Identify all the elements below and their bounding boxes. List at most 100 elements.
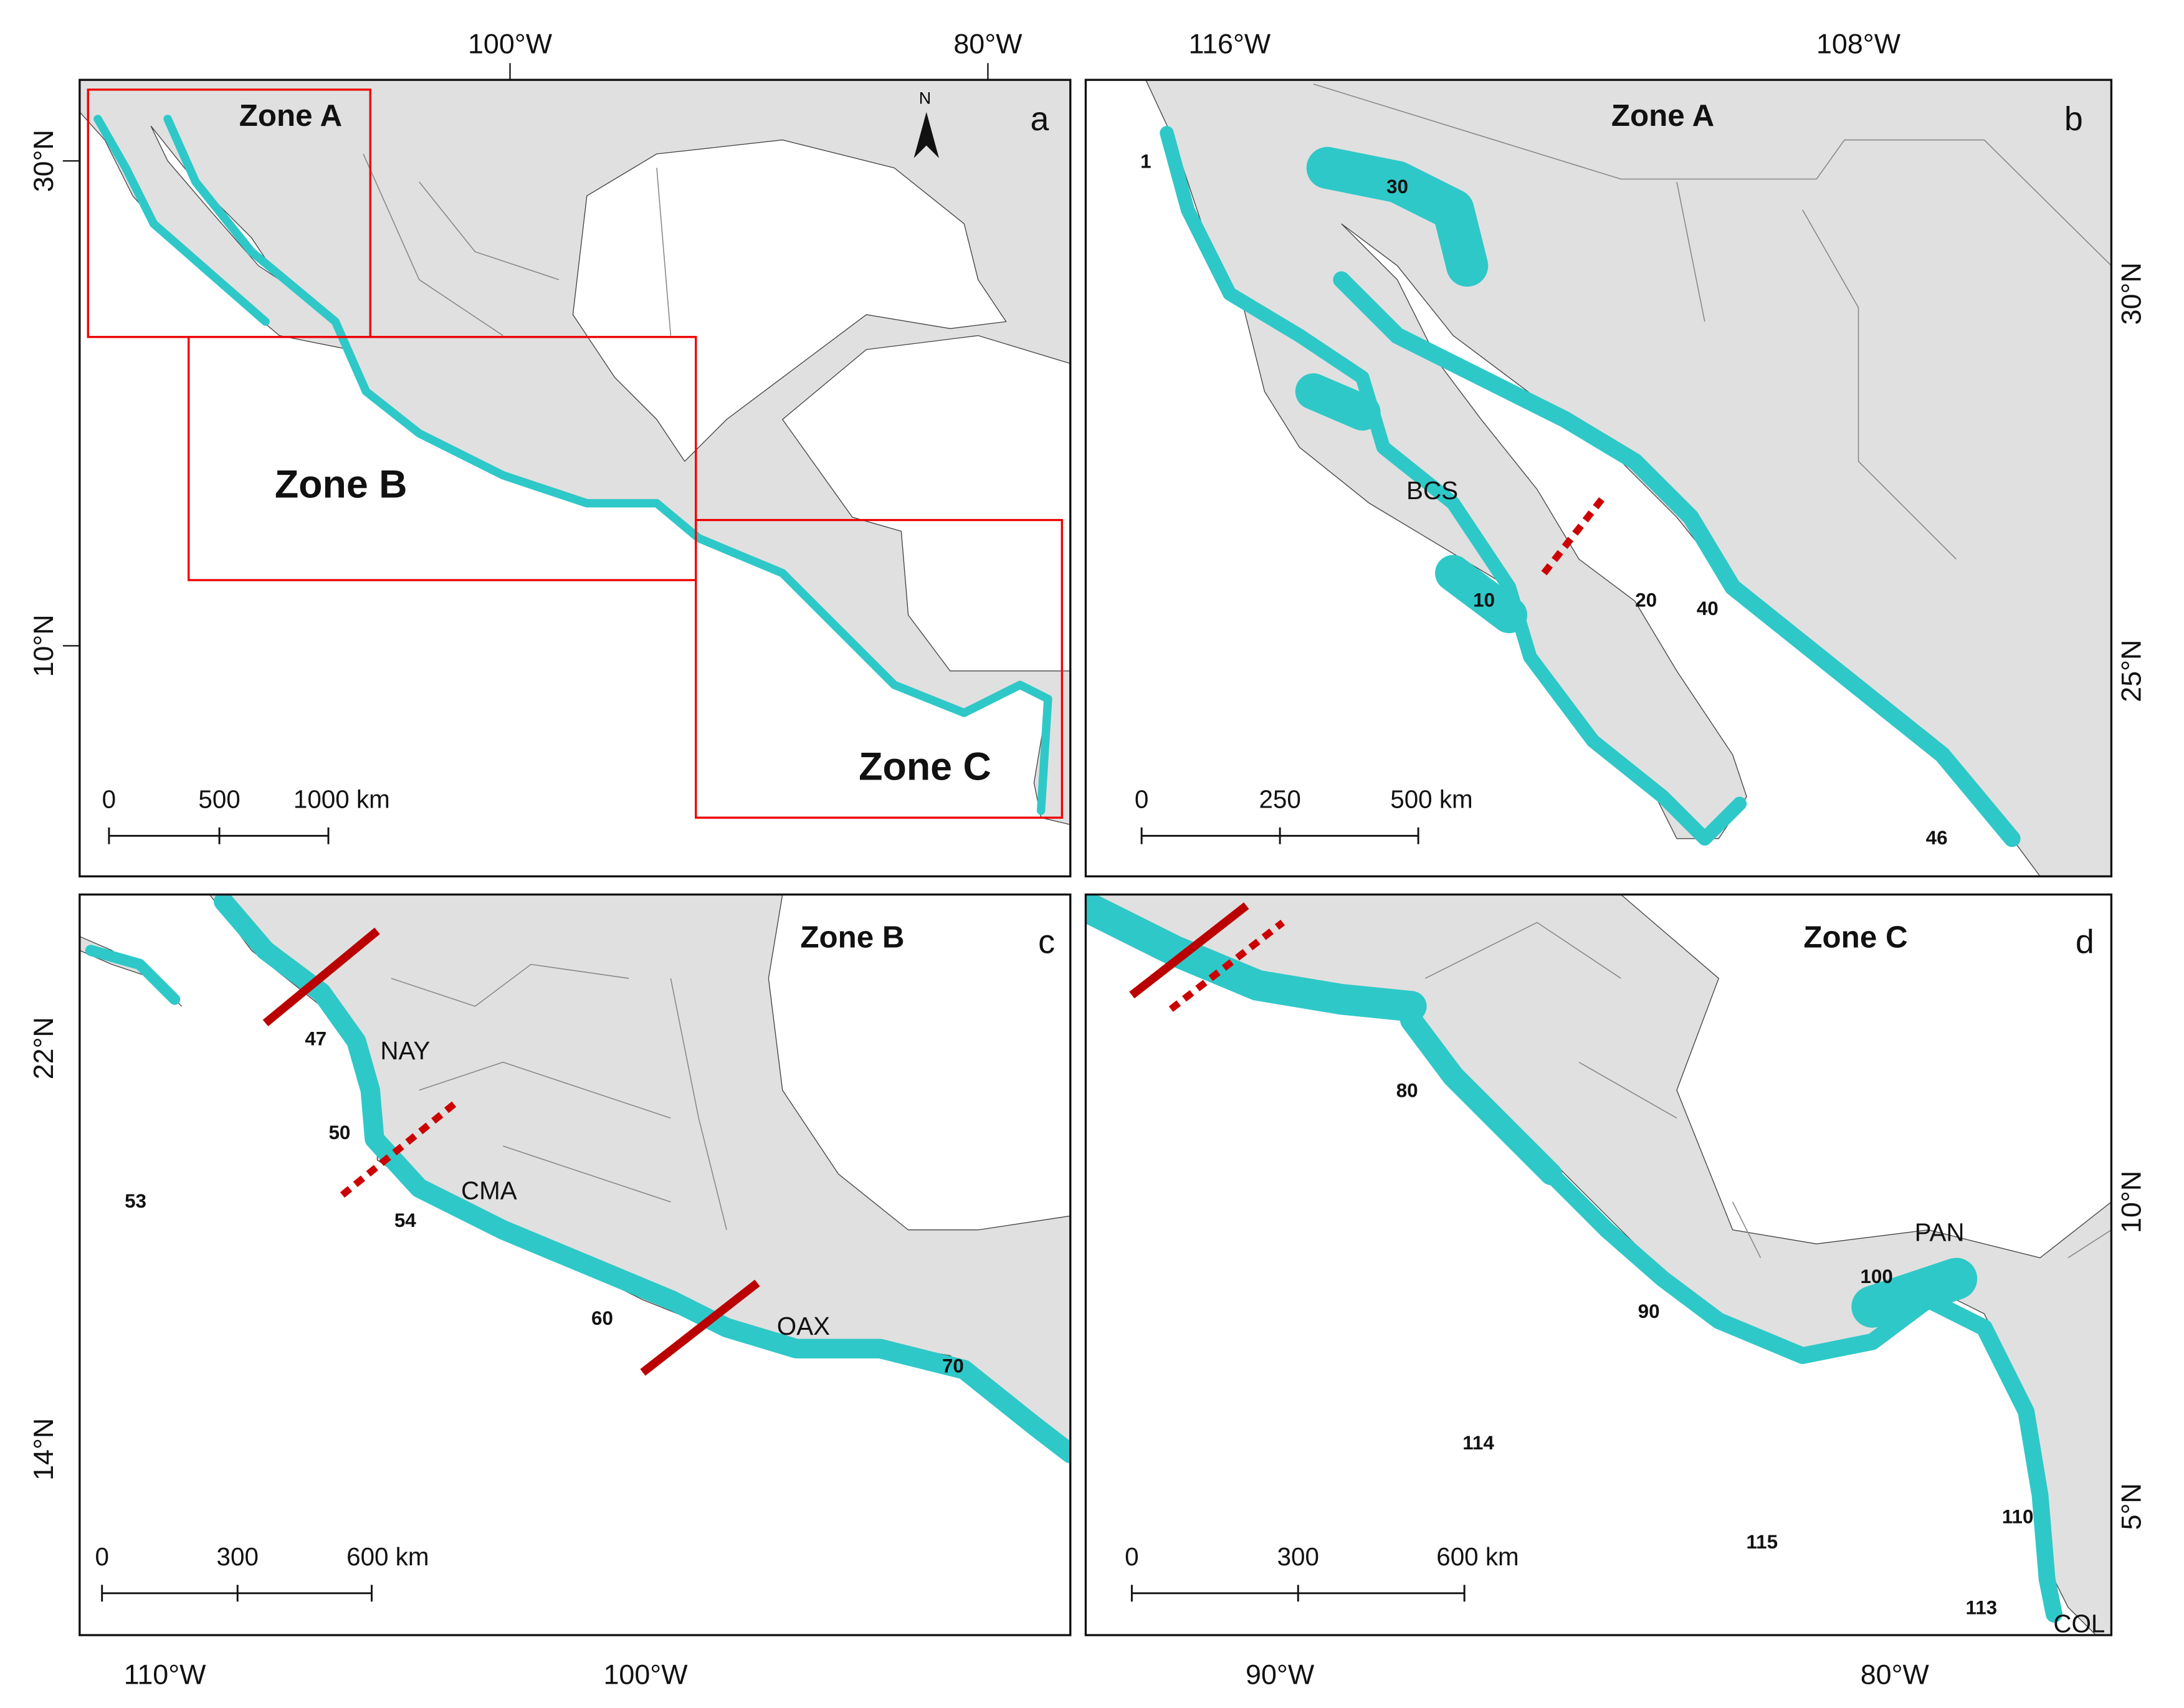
scale-line (101, 1585, 373, 1602)
coastal-units (1295, 373, 1528, 634)
panel-letter: d (2076, 923, 2094, 961)
panel-d-map (1085, 894, 2112, 1636)
panel-title: Zone B (800, 920, 904, 955)
coastal-units (1851, 1257, 1978, 1328)
scale-label: 250 (1259, 785, 1300, 813)
panel-letter: c (1038, 923, 1055, 961)
zone-boundary (1129, 902, 1249, 999)
panel-c-frame (79, 893, 1072, 1636)
region-label: OAX (777, 1312, 830, 1340)
coastal-units (1160, 126, 1747, 846)
zone-boundary (1168, 919, 1285, 1012)
side-axis-label: 25°N (2115, 640, 2147, 702)
unit-label: 114 (1462, 1432, 1494, 1454)
scale-label: 0 (1125, 1542, 1138, 1571)
unit-label: 46 (1926, 827, 1948, 849)
unit-label: 60 (591, 1307, 613, 1329)
panel-letter: a (1030, 100, 1049, 138)
caribbean (781, 335, 1071, 672)
top-axis-label: 108°W (1816, 28, 1901, 60)
zone-b-box (188, 336, 697, 581)
zone-label: Zone A (239, 98, 342, 133)
unit-label: 50 (328, 1122, 350, 1143)
top-axis-label: 100°W (468, 28, 553, 60)
unit-label: 115 (1746, 1531, 1778, 1553)
region-label: PAN (1915, 1218, 1965, 1247)
coastal-units (93, 115, 1052, 815)
scale-line (108, 827, 330, 844)
panel-a-map (79, 80, 1071, 877)
unit-label: 30 (1386, 176, 1408, 198)
unit-label: 100 (1860, 1266, 1892, 1287)
scale-bar: 0 300 600 km (1125, 1542, 1519, 1602)
unit-label: 70 (942, 1355, 964, 1376)
unit-label: 1 (1140, 150, 1151, 172)
caribbean (1620, 894, 2112, 1259)
scale-label: 300 (217, 1542, 259, 1571)
scale-label: 500 (198, 785, 240, 813)
scale-label: 0 (102, 785, 116, 813)
coastal-units (1333, 271, 2021, 847)
top-axis-label: 116°W (1189, 28, 1271, 60)
panel-a-frame (79, 79, 1072, 878)
scale-label: 0 (1135, 785, 1148, 813)
panel-title: Zone A (1611, 98, 1714, 133)
borders (363, 153, 672, 336)
zone-label: Zone B (275, 463, 408, 507)
panel-b-map (1085, 80, 2112, 877)
side-axis-label: 10°N (2115, 1171, 2147, 1233)
side-axis-label: 30°N (27, 130, 59, 192)
unit-label: 54 (394, 1209, 416, 1231)
north-arrow (913, 112, 939, 158)
region-label: NAY (380, 1036, 430, 1065)
bottom-axis-label: 90°W (1246, 1659, 1315, 1691)
coastal-units (1085, 894, 1427, 1022)
panel-title: Zone C (1803, 920, 1907, 955)
north-label: N (919, 88, 931, 107)
panel-b-frame (1084, 79, 2113, 878)
gulf (768, 894, 1071, 1231)
coastal-units (1400, 1009, 1563, 1185)
bottom-axis-label: 80°W (1861, 1659, 1930, 1691)
unit-label: 80 (1396, 1080, 1418, 1102)
scale-label: 500 km (1390, 785, 1472, 813)
zone-boundary (340, 1101, 457, 1198)
region-label: CMA (461, 1176, 517, 1205)
scale-bar: 0 250 500 km (1135, 785, 1473, 844)
side-axis-label: 22°N (27, 1017, 59, 1079)
unit-label: 47 (305, 1028, 327, 1050)
scale-label: 1000 km (293, 785, 390, 813)
unit-label: 110 (2002, 1506, 2034, 1528)
panel-d-frame (1084, 893, 2113, 1636)
unit-label: 10 (1473, 589, 1495, 611)
side-axis-label: 30°N (2115, 262, 2147, 325)
zone-boundary (640, 1279, 760, 1376)
coastal-units (85, 945, 181, 1005)
scale-bar: 0 500 1000 km (102, 785, 390, 844)
coastal-units (1306, 146, 1489, 287)
zone-boundary (262, 927, 380, 1027)
side-axis-label: 10°N (27, 614, 59, 677)
scale-label: 300 (1277, 1542, 1319, 1571)
scale-label: 600 km (1436, 1542, 1519, 1571)
unit-label: 53 (125, 1190, 146, 1212)
scale-label: 0 (95, 1542, 108, 1571)
zone-c-box (695, 518, 1063, 819)
panel-letter: b (2064, 100, 2083, 138)
region-label: COL (2053, 1610, 2105, 1638)
borders (1313, 83, 2112, 560)
zone-label: Zone C (859, 745, 991, 789)
region-label: BCS (1406, 476, 1458, 505)
coastal-units (214, 894, 1071, 1464)
scale-bar: 0 300 600 km (95, 1542, 429, 1602)
gulf (572, 139, 1007, 462)
unit-label: 40 (1697, 598, 1719, 619)
unit-label: 113 (1966, 1596, 1998, 1618)
borders (1424, 922, 2112, 1259)
bottom-axis-label: 110°W (124, 1659, 206, 1691)
scale-line (1140, 827, 1419, 844)
borders (391, 963, 727, 1230)
panel-c-map (79, 894, 1071, 1636)
